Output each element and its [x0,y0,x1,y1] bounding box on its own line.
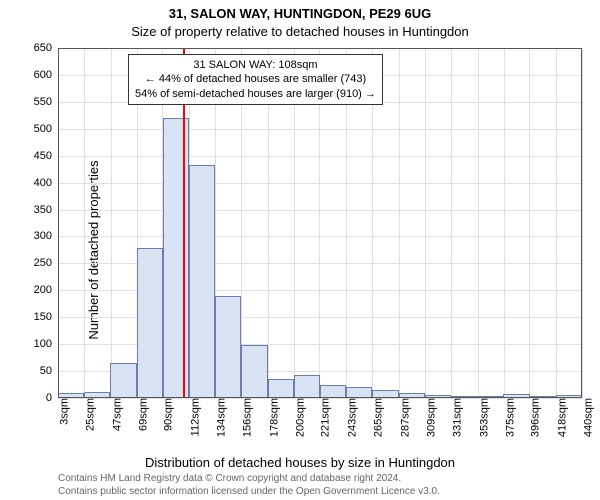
x-axis-label: Distribution of detached houses by size … [0,455,600,470]
y-tick: 550 [34,96,58,108]
x-tick: 112sqm [185,398,201,436]
y-tick: 500 [34,123,58,135]
x-tick: 243sqm [342,398,358,437]
x-tick: 221sqm [316,398,332,437]
chart-subtitle: Size of property relative to detached ho… [0,24,600,39]
x-tick: 353sqm [474,398,490,437]
y-tick: 600 [34,69,58,81]
plot-border [58,48,582,398]
x-tick: 69sqm [134,398,150,431]
x-tick: 440sqm [579,398,595,437]
chart-container: 31, SALON WAY, HUNTINGDON, PE29 6UG Size… [0,0,600,500]
x-tick: 418sqm [552,398,568,437]
x-tick: 265sqm [369,398,385,437]
footer-line1: Contains HM Land Registry data © Crown c… [58,473,440,486]
x-tick: 287sqm [395,398,411,437]
x-tick: 331sqm [448,398,464,437]
x-tick: 90sqm [159,398,175,431]
x-tick: 134sqm [212,398,228,437]
plot-area: 0501001502002503003504004505005506006503… [58,48,582,398]
y-tick: 200 [34,284,58,296]
y-tick: 650 [34,42,58,54]
x-tick: 200sqm [291,398,307,437]
y-tick: 300 [34,230,58,242]
y-tick: 50 [40,365,58,377]
gridline-v [582,48,583,398]
x-tick: 309sqm [422,398,438,437]
y-tick: 100 [34,338,58,350]
x-tick: 3sqm [55,398,71,425]
x-tick: 178sqm [265,398,281,437]
y-tick: 350 [34,204,58,216]
x-tick: 156sqm [238,398,254,437]
x-tick: 47sqm [107,398,123,431]
x-tick: 25sqm [81,398,97,431]
footer-line2: Contains public sector information licen… [58,486,440,499]
chart-title: 31, SALON WAY, HUNTINGDON, PE29 6UG [0,6,600,21]
y-tick: 400 [34,177,58,189]
footer-text: Contains HM Land Registry data © Crown c… [58,473,440,498]
x-tick: 375sqm [501,398,517,437]
y-tick: 150 [34,311,58,323]
x-tick: 396sqm [526,398,542,437]
y-tick: 450 [34,150,58,162]
y-tick: 250 [34,257,58,269]
